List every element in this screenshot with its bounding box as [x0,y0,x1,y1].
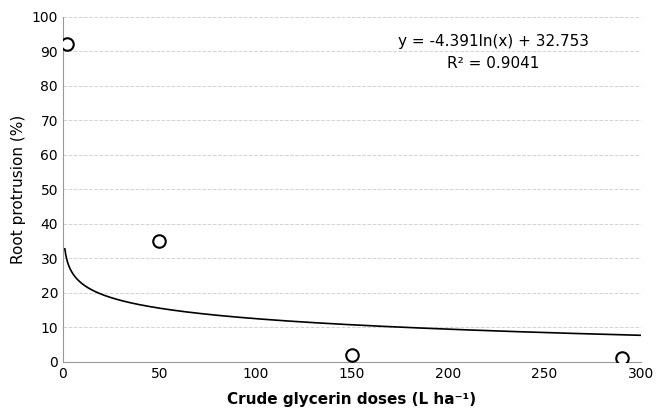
Point [346,352,357,358]
Point [616,355,627,362]
X-axis label: Crude glycerin doses (L ha⁻¹): Crude glycerin doses (L ha⁻¹) [227,392,476,407]
Y-axis label: Root protrusion (%): Root protrusion (%) [11,115,26,264]
Text: y = -4.391ln(x) + 32.753
R² = 0.9041: y = -4.391ln(x) + 32.753 R² = 0.9041 [398,34,589,71]
Point [61,41,72,48]
Point [154,238,164,245]
